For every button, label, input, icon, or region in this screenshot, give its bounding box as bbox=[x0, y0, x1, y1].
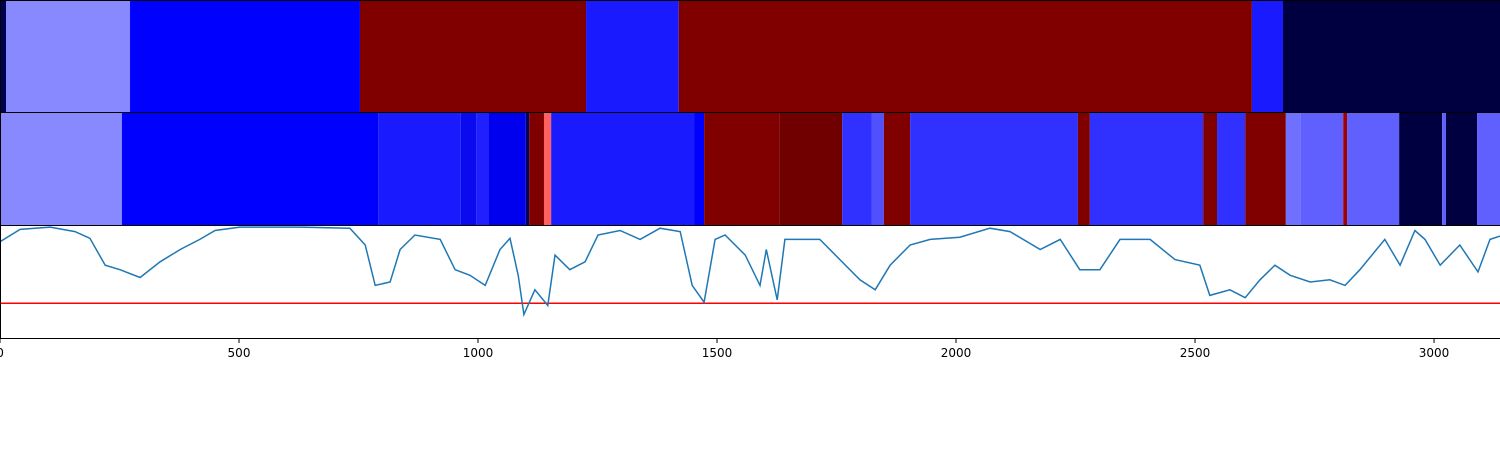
segment bbox=[476, 113, 490, 225]
segment bbox=[6, 1, 131, 112]
x-tick-label: 0 bbox=[0, 346, 4, 360]
panel-frame bbox=[0, 225, 1500, 339]
segment bbox=[586, 1, 679, 112]
x-tick-label: 500 bbox=[228, 346, 251, 360]
segment bbox=[883, 113, 911, 225]
segment bbox=[1442, 113, 1446, 225]
segment bbox=[543, 113, 552, 225]
segment bbox=[1285, 113, 1301, 225]
x-tick-label: 3000 bbox=[1419, 346, 1450, 360]
segment bbox=[0, 113, 122, 225]
segment bbox=[1203, 113, 1218, 225]
segment bbox=[378, 113, 461, 225]
segment bbox=[678, 1, 1252, 112]
segment bbox=[1245, 113, 1286, 225]
segment bbox=[529, 113, 544, 225]
segment bbox=[1089, 113, 1204, 225]
segment bbox=[551, 113, 695, 225]
segment bbox=[0, 1, 7, 112]
x-tick-label: 2500 bbox=[1180, 346, 1211, 360]
segment bbox=[1477, 113, 1500, 225]
segment bbox=[460, 113, 477, 225]
segment bbox=[489, 113, 526, 225]
segment bbox=[359, 1, 587, 112]
segment bbox=[910, 113, 1078, 225]
segment bbox=[704, 113, 780, 225]
data-line bbox=[0, 226, 1500, 318]
segment bbox=[842, 113, 872, 225]
segment bbox=[1300, 113, 1344, 225]
segment bbox=[525, 113, 530, 225]
x-tick-label: 2000 bbox=[941, 346, 972, 360]
segment bbox=[1343, 113, 1348, 225]
segment bbox=[871, 113, 884, 225]
segment bbox=[1399, 113, 1443, 225]
x-tick-label: 1500 bbox=[702, 346, 733, 360]
segment bbox=[779, 113, 843, 225]
segment bbox=[1445, 113, 1478, 225]
segment bbox=[694, 113, 705, 225]
segment bbox=[1217, 113, 1246, 225]
x-tick-label: 1000 bbox=[463, 346, 494, 360]
segment bbox=[1251, 1, 1283, 112]
segment bbox=[130, 1, 360, 112]
segment bbox=[1077, 113, 1090, 225]
segment bbox=[1282, 1, 1500, 112]
segment bbox=[121, 113, 379, 225]
segment bbox=[1347, 113, 1400, 225]
